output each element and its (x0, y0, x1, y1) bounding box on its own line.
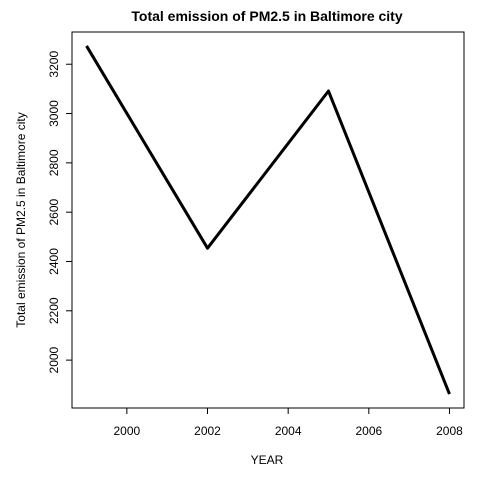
y-tick-label: 2000 (47, 346, 61, 373)
x-tick-label: 2000 (113, 424, 140, 438)
x-tick-label: 2002 (194, 424, 221, 438)
y-axis-label: Total emission of PM2.5 in Baltimore cit… (14, 112, 28, 327)
y-axis: 2000 2200 2400 2600 2800 3000 3200 (47, 51, 72, 373)
chart-title: Total emission of PM2.5 in Baltimore cit… (131, 8, 402, 24)
y-tick-label: 3200 (47, 51, 61, 78)
x-tick-label: 2006 (355, 424, 382, 438)
x-axis-label: YEAR (251, 453, 284, 467)
y-tick-label: 2200 (47, 297, 61, 324)
plot-frame (71, 31, 465, 409)
x-tick-label: 2004 (275, 424, 302, 438)
y-tick-label: 2800 (47, 149, 61, 176)
y-tick-label: 2400 (47, 248, 61, 275)
series-line (85, 45, 451, 395)
x-tick-label: 2008 (436, 424, 463, 438)
y-tick-label: 3000 (47, 100, 61, 127)
y-tick-label: 2600 (47, 199, 61, 226)
series-layer (85, 45, 451, 395)
x-axis: 2000 2002 2004 2006 2008 (113, 408, 463, 438)
